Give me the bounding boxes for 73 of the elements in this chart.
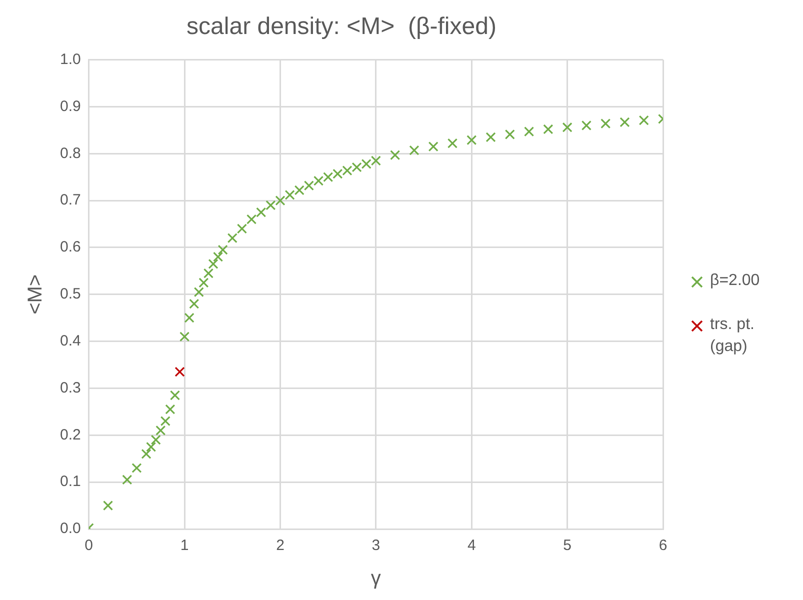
chart-title: scalar density: <M> (β-fixed) [186,13,496,40]
y-tick-label: 0.0 [60,520,81,538]
point [227,233,238,244]
point [342,165,352,176]
point [275,196,286,206]
point [212,252,224,262]
point [203,268,214,278]
point [180,332,190,342]
point [524,126,534,137]
y-tick-label: 0.7 [60,192,81,209]
point [390,150,400,160]
y-tick-label: 0.8 [60,144,81,162]
point [102,500,114,511]
y-tick-label: 0.5 [60,286,81,303]
point [323,172,334,182]
point [370,156,381,166]
point [332,168,343,179]
x-tick-label: 2 [276,537,284,554]
y-tick-label: 0.4 [60,332,81,350]
point [313,176,324,186]
point [246,214,257,224]
x-tick-label: 4 [467,537,476,554]
point [504,129,515,140]
point [600,118,611,129]
point [581,120,592,131]
point [165,404,176,414]
point [562,122,572,132]
point [146,442,156,452]
point [256,207,266,218]
point [304,180,314,191]
point [141,448,152,459]
point [447,138,458,148]
x-tick-label: 0 [84,537,94,554]
point [294,185,304,196]
point [409,145,420,156]
point [184,312,194,323]
x-tick-label: 5 [563,537,572,554]
point [638,115,649,126]
point [236,224,247,234]
y-tick-label: 1.0 [60,50,81,68]
x-tick-label: 3 [372,537,380,554]
point [170,390,180,400]
y-axis-title: <M> [24,274,47,314]
x-tick-label: 6 [658,537,668,554]
point [218,244,228,255]
y-tick-label: 0.9 [60,98,81,115]
point [284,190,295,200]
legend-label: β=2.00 [710,271,761,291]
point [189,298,200,309]
point [266,200,276,210]
point [194,287,204,298]
x-tick-label: 1 [180,537,189,554]
legend-label: trs. pt. (gap) [710,315,756,357]
y-tick-label: 0.3 [60,379,81,396]
point [543,124,554,134]
y-tick-label: 0.6 [60,238,81,256]
point [620,117,630,128]
point [428,142,438,152]
point [208,258,218,269]
point [150,434,161,445]
point [160,416,170,426]
point [198,278,209,288]
point [132,462,142,474]
point [174,366,185,377]
y-tick-label: 0.2 [60,426,81,444]
point [486,132,496,142]
point [352,162,362,172]
point [122,474,132,485]
x-axis-title: γ [370,568,381,590]
point [466,134,477,146]
point [156,425,166,436]
point [361,158,372,170]
y-tick-label: 0.1 [60,473,81,490]
